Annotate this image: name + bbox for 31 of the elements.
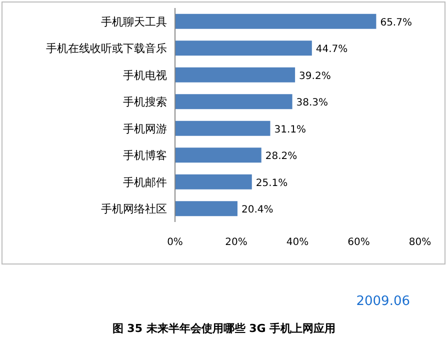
data-label: 20.4% bbox=[241, 204, 274, 216]
bar bbox=[175, 67, 296, 82]
bar bbox=[175, 148, 262, 163]
x-tick-label: 20% bbox=[225, 237, 248, 248]
bar bbox=[175, 40, 312, 56]
y-tick-label: 手机在线收听或下载音乐 bbox=[46, 42, 167, 56]
data-label: 39.2% bbox=[299, 70, 331, 82]
data-label: 31.1% bbox=[274, 124, 306, 136]
x-tick-label: 80% bbox=[408, 237, 432, 248]
data-label: 38.3% bbox=[296, 98, 328, 109]
text: 图 35 未来半年会使用哪些 3G 手机上网应用 bbox=[112, 322, 336, 335]
y-tick-label: 手机网络社区 bbox=[101, 202, 167, 216]
y-tick-label: 手机搜索 bbox=[123, 96, 167, 109]
bar bbox=[175, 120, 270, 136]
y-tick-label: 手机聊天工具 bbox=[101, 15, 167, 28]
bar bbox=[175, 174, 252, 190]
y-tick-label: 手机邮件 bbox=[123, 176, 167, 189]
y-tick-label: 手机电视 bbox=[123, 68, 167, 82]
x-tick-label: 0% bbox=[167, 237, 183, 248]
bar bbox=[175, 201, 238, 216]
y-tick-label: 手机博客 bbox=[123, 149, 167, 162]
x-tick-label: 40% bbox=[286, 237, 309, 248]
data-label: 65.7% bbox=[380, 17, 412, 28]
data-label: 28.2% bbox=[265, 151, 298, 162]
data-label: 25.1% bbox=[256, 178, 288, 189]
text: 2009.06 bbox=[356, 294, 410, 309]
x-tick-label: 60% bbox=[348, 237, 370, 248]
bar bbox=[175, 14, 376, 29]
bar bbox=[175, 94, 292, 110]
y-tick-label: 手机网游 bbox=[123, 122, 167, 136]
data-label: 44.7% bbox=[316, 44, 348, 56]
